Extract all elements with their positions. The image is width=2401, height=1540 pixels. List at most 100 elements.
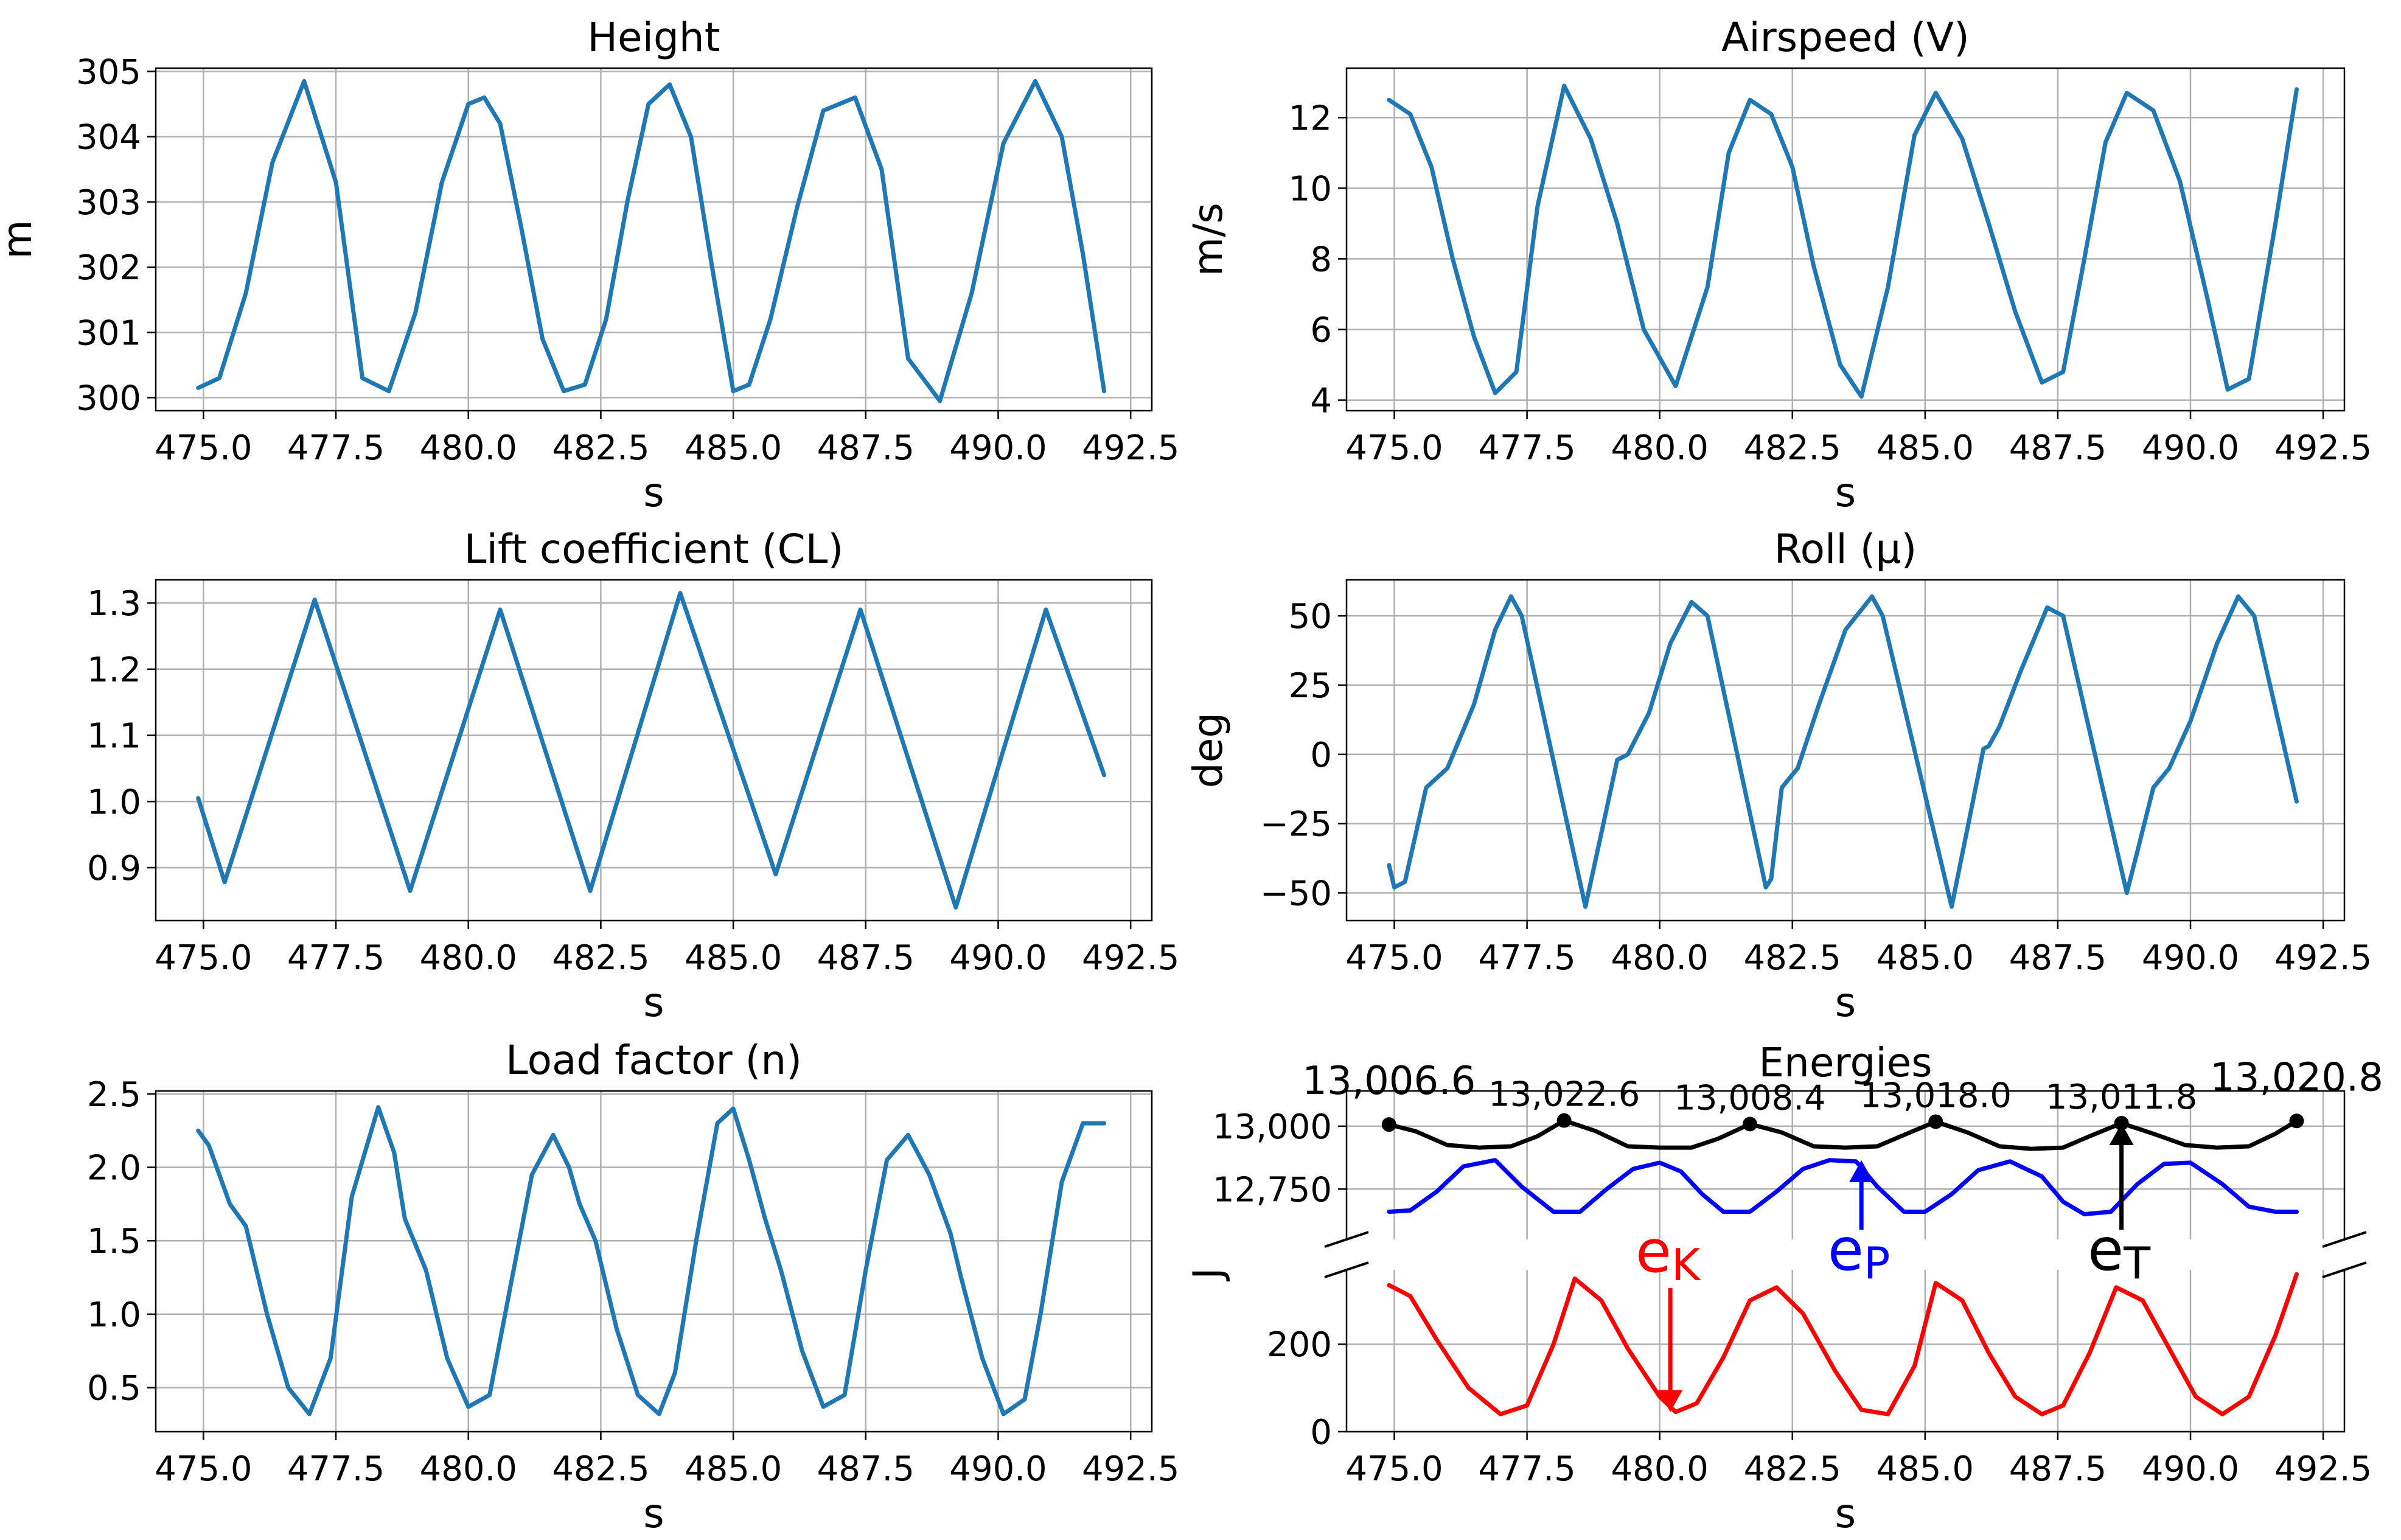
y-tick-label: 10 (1289, 169, 1332, 209)
x-tick-label: 485.0 (685, 938, 782, 978)
y-tick-label: 4 (1310, 382, 1332, 421)
x-tick-label: 487.5 (2009, 1449, 2107, 1489)
x-tick-label: 480.0 (420, 1449, 517, 1489)
y-tick-label: −25 (1260, 805, 1332, 845)
x-tick-label: 485.0 (1877, 1449, 1974, 1489)
x-tick-label: 480.0 (1611, 938, 1709, 978)
x-tick-label: 482.5 (1744, 428, 1841, 468)
y-tick-label: 1.2 (87, 650, 141, 690)
y-axis-label: J (1185, 1267, 1232, 1281)
x-tick-label: 475.0 (1345, 428, 1443, 468)
chart-title: Load factor (n) (506, 1037, 802, 1084)
y-tick-label: 0.5 (87, 1369, 141, 1409)
y-tick-label: 0 (1310, 736, 1332, 775)
y-axis-label: deg (1185, 713, 1232, 788)
peak-value-label: 13,020.8 (2210, 1055, 2383, 1100)
y-tick-label: 2.0 (87, 1149, 141, 1188)
x-axis-label: s (1835, 979, 1856, 1026)
peak-value-label: 13,018.0 (1860, 1076, 2012, 1115)
peak-marker (2289, 1113, 2304, 1129)
energy-label-eT: eT (2088, 1216, 2151, 1289)
x-tick-label: 475.0 (155, 1449, 252, 1489)
x-tick-label: 492.5 (2274, 1449, 2372, 1489)
plot-frame (1345, 579, 2346, 922)
y-tick-label: 6 (1310, 311, 1332, 350)
axis-break-mark (2322, 1231, 2367, 1248)
x-tick-label: 492.5 (2274, 938, 2372, 978)
chart-title: Energies (1758, 1039, 1932, 1086)
annotation-arrow-head (1658, 1390, 1683, 1412)
x-tick-label: 490.0 (949, 938, 1047, 978)
x-axis-label: s (643, 469, 664, 516)
plot-frame (155, 67, 1153, 412)
plot-frame (155, 579, 1153, 922)
y-tick-label: 12 (1289, 99, 1332, 138)
y-tick-label: 0.9 (87, 849, 141, 888)
x-tick-label: 487.5 (817, 428, 915, 468)
x-tick-label: 477.5 (287, 1449, 385, 1489)
x-tick-label: 492.5 (2274, 428, 2372, 468)
x-tick-label: 490.0 (949, 428, 1047, 468)
x-tick-label: 475.0 (155, 938, 252, 978)
x-axis-label: s (1835, 1490, 1856, 1537)
x-tick-label: 477.5 (1478, 938, 1575, 978)
x-tick-label: 482.5 (1744, 938, 1841, 978)
x-tick-label: 490.0 (2142, 428, 2239, 468)
peak-marker (1556, 1113, 1572, 1128)
peak-marker (1742, 1117, 1757, 1132)
x-tick-label: 480.0 (420, 938, 517, 978)
x-tick-label: 482.5 (552, 1449, 649, 1489)
x-tick-label: 490.0 (949, 1449, 1047, 1489)
x-tick-label: 492.5 (1082, 428, 1179, 468)
y-tick-label: 1.0 (87, 1295, 141, 1335)
x-tick-label: 482.5 (552, 428, 649, 468)
y-tick-label: 303 (76, 183, 141, 223)
peak-value-label: 13,011.8 (2046, 1078, 2197, 1117)
y-axis-label: m (0, 220, 41, 259)
x-tick-label: 487.5 (817, 938, 915, 978)
x-tick-label: 477.5 (1478, 1449, 1575, 1489)
plot-frame (1345, 67, 2346, 412)
series-line-height (196, 78, 1107, 403)
x-axis-label: s (643, 979, 664, 1026)
axis-break-mark (1324, 1261, 1369, 1278)
axis-break-mark (1324, 1231, 1369, 1248)
chart-title: Airspeed (V) (1721, 14, 1970, 61)
series-line-roll (1387, 594, 2299, 909)
x-tick-label: 485.0 (1877, 428, 1974, 468)
peak-value-label: 13,008.4 (1674, 1078, 1825, 1118)
y-tick-label: 8 (1310, 240, 1332, 279)
annotation-arrow-head (2109, 1123, 2134, 1146)
x-tick-label: 490.0 (2142, 1449, 2239, 1489)
y-tick-label: −50 (1260, 874, 1332, 913)
y-tick-label: 1.1 (87, 717, 141, 756)
x-axis-label: s (1835, 469, 1856, 516)
y-tick-label: 300 (76, 379, 141, 419)
plot-frame (155, 1090, 1153, 1433)
y-tick-label: 200 (1267, 1325, 1332, 1365)
x-tick-label: 475.0 (155, 428, 252, 468)
y-tick-label: 301 (76, 313, 141, 353)
x-tick-label: 475.0 (1345, 1449, 1443, 1489)
energy-line-eT (1387, 1118, 2299, 1151)
series-line-cl (196, 591, 1107, 910)
y-tick-label: 305 (76, 52, 141, 92)
x-tick-label: 487.5 (2009, 428, 2107, 468)
x-tick-label: 482.5 (1744, 1449, 1841, 1489)
x-tick-label: 480.0 (1611, 428, 1709, 468)
peak-value-label: 13,022.6 (1488, 1075, 1640, 1115)
y-tick-label: 1.5 (87, 1222, 141, 1261)
x-axis-label: s (643, 1490, 664, 1537)
y-tick-label: 25 (1289, 666, 1332, 706)
peak-marker (1928, 1114, 1943, 1129)
energy-line-eP (1387, 1158, 2299, 1217)
x-tick-label: 480.0 (1611, 1449, 1709, 1489)
axis-break-mark (2322, 1261, 2367, 1278)
chart-title: Roll (μ) (1774, 526, 1917, 573)
y-tick-label: 1.0 (87, 782, 141, 822)
x-tick-label: 480.0 (420, 428, 517, 468)
y-tick-label: 12,750 (1213, 1170, 1332, 1210)
chart-title: Height (587, 14, 720, 61)
x-tick-label: 477.5 (287, 428, 385, 468)
